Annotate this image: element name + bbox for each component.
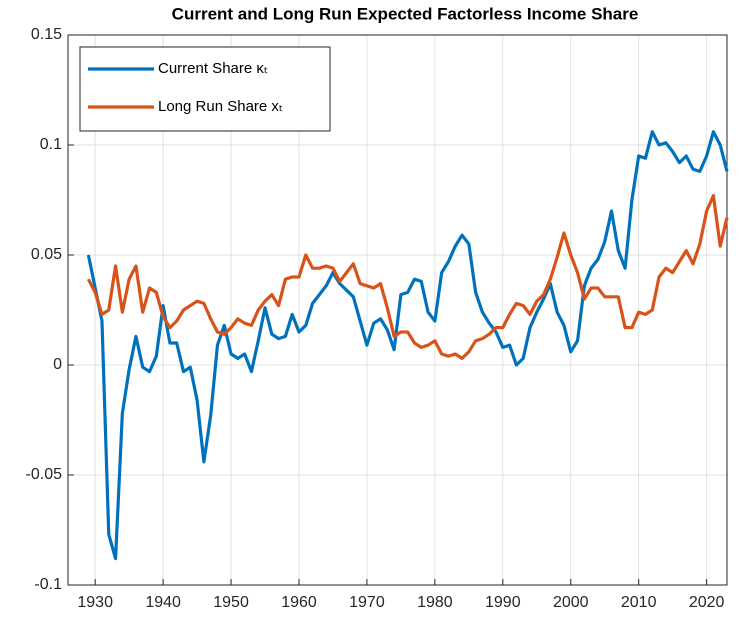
y-tick-label: -0.05 bbox=[26, 466, 63, 483]
legend-label: Long Run Share xₜ bbox=[158, 98, 283, 115]
x-tick-label: 1950 bbox=[213, 594, 249, 611]
x-tick-label: 2010 bbox=[621, 594, 657, 611]
legend-label: Current Share κₜ bbox=[158, 60, 268, 77]
y-tick-label: -0.1 bbox=[34, 576, 62, 593]
y-tick-label: 0.1 bbox=[40, 136, 62, 153]
x-tick-label: 1980 bbox=[417, 594, 453, 611]
y-tick-label: 0.05 bbox=[31, 246, 62, 263]
series-line bbox=[86, 194, 729, 360]
x-tick-label: 1960 bbox=[281, 594, 317, 611]
x-tick-label: 1930 bbox=[77, 594, 113, 611]
chart-title: Current and Long Run Expected Factorless… bbox=[172, 4, 639, 23]
x-tick-label: 1970 bbox=[349, 594, 385, 611]
legend-box bbox=[79, 46, 331, 132]
y-tick-label: 0.15 bbox=[31, 26, 62, 43]
x-tick-label: 1990 bbox=[485, 594, 521, 611]
x-tick-label: 2020 bbox=[689, 594, 725, 611]
series-line bbox=[86, 130, 729, 561]
y-tick-label: 0 bbox=[53, 356, 62, 373]
x-tick-label: 1940 bbox=[145, 594, 181, 611]
x-tick-label: 2000 bbox=[553, 594, 589, 611]
plot-frame bbox=[67, 34, 728, 586]
